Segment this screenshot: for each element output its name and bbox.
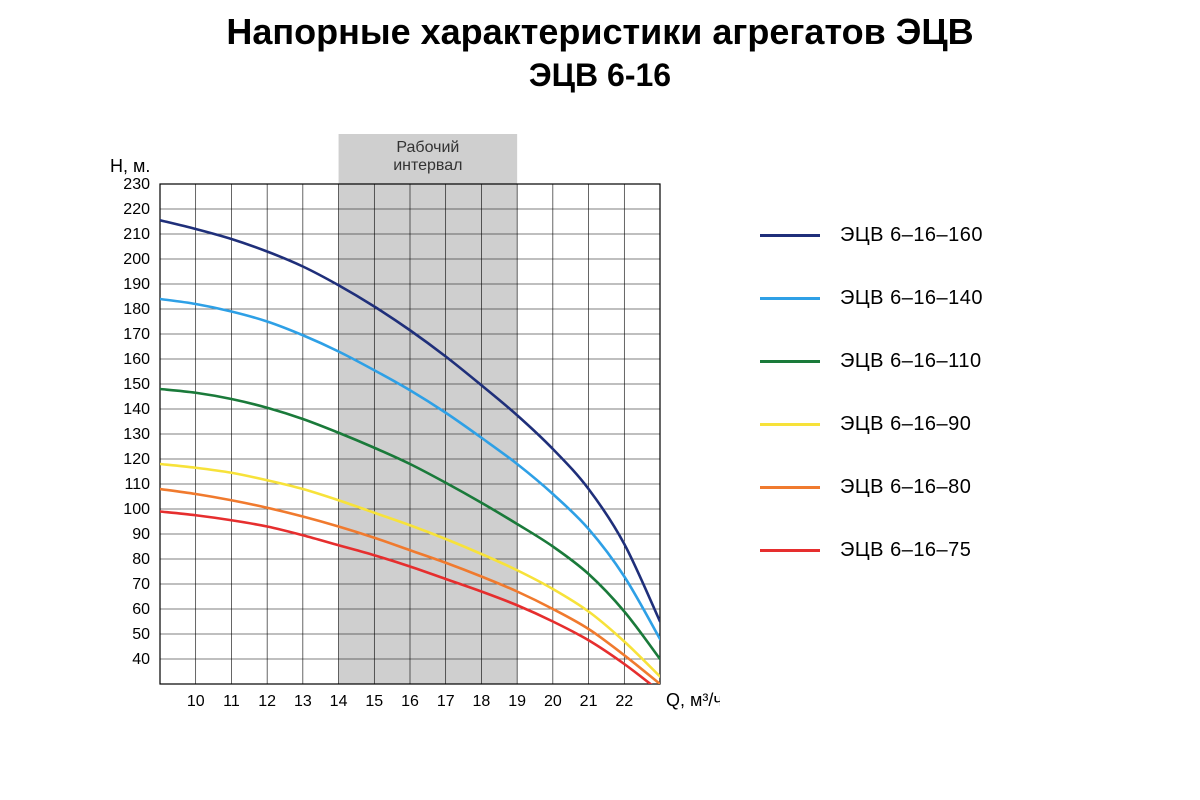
y-tick-label: 150 xyxy=(123,376,150,393)
x-tick-label: 22 xyxy=(615,693,633,710)
x-tick-label: 20 xyxy=(544,693,562,710)
y-tick-label: 110 xyxy=(124,476,150,493)
legend-label: ЭЦВ 6–16–110 xyxy=(840,350,982,373)
y-tick-label: 180 xyxy=(123,301,150,318)
x-tick-label: 21 xyxy=(580,693,598,710)
legend-swatch xyxy=(760,486,820,489)
legend-swatch xyxy=(760,549,820,552)
y-axis-label: Н, м. xyxy=(110,156,150,176)
chart-container: Рабочийинтервал 40 50 60 70 80 90 100 110 120 130 1… xyxy=(0,104,720,749)
legend-item: ЭЦВ 6–16–160 xyxy=(760,224,983,247)
x-tick-label: 17 xyxy=(437,693,455,710)
x-tick-label: 10 xyxy=(187,693,205,710)
y-tick-label: 100 xyxy=(123,501,150,518)
x-tick-label: 12 xyxy=(258,693,276,710)
y-tick-label: 190 xyxy=(123,276,150,293)
y-tick-label: 60 xyxy=(132,601,150,618)
x-tick-label: 13 xyxy=(294,693,312,710)
legend-swatch xyxy=(760,234,820,237)
legend-item: ЭЦВ 6–16–110 xyxy=(760,350,983,373)
x-tick-label: 19 xyxy=(508,693,526,710)
y-tick-label: 230 xyxy=(123,176,150,193)
content-row: Рабочийинтервал 40 50 60 70 80 90 100 110 120 130 1… xyxy=(0,104,1200,749)
x-tick-label: 15 xyxy=(365,693,383,710)
legend-item: ЭЦВ 6–16–80 xyxy=(760,476,983,499)
y-tick-label: 200 xyxy=(123,251,150,268)
page-subtitle: ЭЦВ 6-16 xyxy=(0,57,1200,94)
legend-item: ЭЦВ 6–16–140 xyxy=(760,287,983,310)
x-tick-label: 11 xyxy=(223,693,240,710)
legend-label: ЭЦВ 6–16–80 xyxy=(840,476,971,499)
legend-swatch xyxy=(760,297,820,300)
y-tick-label: 140 xyxy=(123,401,150,418)
legend-label: ЭЦВ 6–16–75 xyxy=(840,539,971,562)
legend-swatch xyxy=(760,423,820,426)
y-tick-label: 160 xyxy=(123,351,150,368)
legend: ЭЦВ 6–16–160 ЭЦВ 6–16–140 ЭЦВ 6–16–110 ЭЦВ … xyxy=(760,224,983,602)
y-tick-label: 50 xyxy=(132,626,150,643)
legend-label: ЭЦВ 6–16–160 xyxy=(840,224,983,247)
x-tick-label: 16 xyxy=(401,693,419,710)
legend-label: ЭЦВ 6–16–90 xyxy=(840,413,971,436)
legend-item: ЭЦВ 6–16–90 xyxy=(760,413,983,436)
x-tick-label: 18 xyxy=(473,693,491,710)
y-tick-label: 130 xyxy=(123,426,150,443)
pump-curves-chart: Рабочийинтервал 40 50 60 70 80 90 100 110 120 130 1… xyxy=(0,104,720,744)
legend-item: ЭЦВ 6–16–75 xyxy=(760,539,983,562)
page-title: Напорные характеристики агрегатов ЭЦВ xyxy=(0,0,1200,53)
y-tick-label: 170 xyxy=(123,326,150,343)
y-tick-label: 80 xyxy=(132,551,150,568)
working-interval-label: Рабочийинтервал xyxy=(393,139,462,174)
x-tick-label: 14 xyxy=(330,693,348,710)
y-tick-label: 90 xyxy=(132,526,150,543)
y-tick-label: 220 xyxy=(123,201,150,218)
legend-swatch xyxy=(760,360,820,363)
y-tick-label: 70 xyxy=(132,576,150,593)
x-axis-label: Q, м³/ч. xyxy=(666,690,720,710)
y-tick-label: 120 xyxy=(123,451,150,468)
legend-label: ЭЦВ 6–16–140 xyxy=(840,287,983,310)
y-tick-label: 40 xyxy=(132,651,150,668)
y-tick-label: 210 xyxy=(123,226,150,243)
